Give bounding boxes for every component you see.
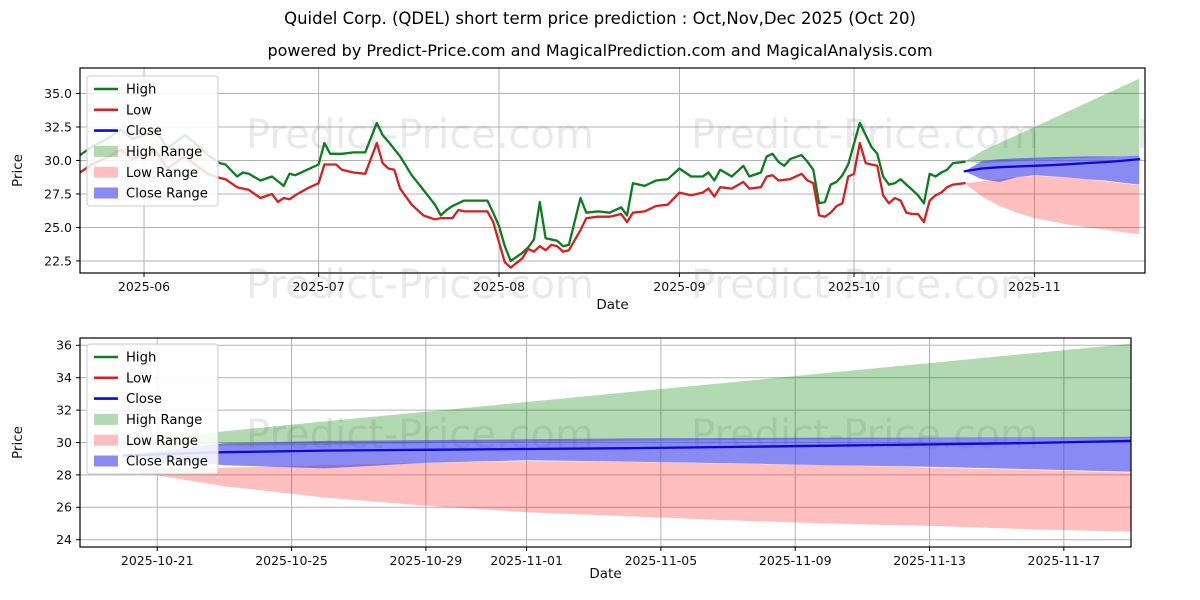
x-tick-label: 2025-11-17 bbox=[1028, 553, 1101, 568]
y-tick-label: 24 bbox=[56, 532, 72, 547]
legend-label: Close bbox=[126, 392, 162, 407]
x-tick-label: 2025-08 bbox=[473, 279, 525, 294]
legend-label: Close bbox=[126, 124, 162, 139]
band-low-range bbox=[964, 175, 1140, 235]
line-low bbox=[80, 141, 966, 269]
figure-title: Quidel Corp. (QDEL) short term price pre… bbox=[284, 9, 916, 28]
band-high-range bbox=[964, 78, 1140, 164]
legend-item-close-range: Close Range bbox=[94, 455, 208, 470]
y-tick-label: 32.5 bbox=[44, 119, 72, 134]
y-tick-label: 34 bbox=[56, 370, 72, 385]
watermark-text: Predict-Price.com bbox=[1136, 112, 1200, 158]
legend-item-high: High bbox=[94, 83, 156, 98]
x-tick-label: 2025-07 bbox=[292, 279, 344, 294]
y-tick-label: 22.5 bbox=[44, 253, 72, 268]
band-high-range bbox=[123, 343, 1131, 446]
legend-label: High Range bbox=[126, 145, 202, 160]
chart-history-and-prediction: Predict-Price.com Predict-Price.com Predic… bbox=[10, 67, 1200, 313]
legend-close-range-swatch bbox=[94, 455, 118, 467]
legend-low-range-swatch bbox=[94, 434, 118, 446]
watermark-text: Predict-Price.com bbox=[246, 112, 594, 158]
x-tick-label: 2025-10-25 bbox=[255, 553, 328, 568]
watermark-text: Predict-Price.com bbox=[691, 262, 1039, 308]
y-axis-label: Price bbox=[10, 154, 26, 187]
y-axis-label: Price bbox=[10, 426, 26, 459]
figure-subtitle: powered by Predict-Price.com and Magical… bbox=[267, 41, 933, 60]
x-tick-label: 2025-11-05 bbox=[625, 553, 698, 568]
y-tick-label: 27.5 bbox=[44, 186, 72, 201]
band-low-range bbox=[123, 461, 1131, 532]
legend-label: Low Range bbox=[126, 434, 198, 449]
legend-label: Close Range bbox=[126, 187, 208, 202]
x-tick-label: 2025-10-29 bbox=[390, 553, 463, 568]
line-high bbox=[80, 121, 966, 263]
legend-item-low-range: Low Range bbox=[94, 166, 198, 181]
legend-item-close: Close bbox=[94, 392, 162, 407]
x-tick-label: 2025-09 bbox=[653, 279, 705, 294]
legend: High Low Close High Range Low Range Close Ran… bbox=[86, 343, 219, 475]
x-tick-label: 2025-11-01 bbox=[490, 553, 563, 568]
legend-high-range-swatch bbox=[94, 413, 118, 425]
legend-low-range-swatch bbox=[94, 166, 118, 178]
legend-label: High bbox=[126, 351, 156, 366]
legend-item-high: High bbox=[94, 351, 156, 366]
legend-item-low: Low bbox=[94, 103, 152, 118]
legend-box bbox=[86, 75, 219, 207]
legend-box bbox=[86, 343, 219, 475]
legend-label: High bbox=[126, 83, 156, 98]
y-tick-label: 32 bbox=[56, 402, 72, 417]
x-tick-label: 2025-11-13 bbox=[893, 553, 966, 568]
x-tick-label: 2025-10 bbox=[828, 279, 880, 294]
x-tick-label: 2025-11 bbox=[1008, 279, 1060, 294]
y-tick-label: 28 bbox=[56, 467, 72, 482]
legend-label: Low Range bbox=[126, 166, 198, 181]
legend-label: Low bbox=[126, 103, 152, 118]
line-close bbox=[963, 157, 1141, 173]
x-tick-label: 2025-06 bbox=[118, 279, 170, 294]
legend-label: High Range bbox=[126, 413, 202, 428]
x-tick-label: 2025-10-21 bbox=[121, 553, 194, 568]
watermark-layer: Predict-Price.comPredict-Price.comPredic… bbox=[246, 112, 1200, 158]
y-tick-label: 36 bbox=[56, 338, 72, 353]
y-tick-label: 30.0 bbox=[44, 153, 72, 168]
legend-item-high-range: High Range bbox=[94, 413, 202, 428]
y-tick-label: 35.0 bbox=[44, 86, 72, 101]
legend-item-high-range: High Range bbox=[94, 145, 202, 160]
chart-prediction-zoom: Predict-Price.comPredict-Price.comPredic… bbox=[10, 337, 1200, 582]
legend-item-low-range: Low Range bbox=[94, 434, 198, 449]
x-axis-label: Date bbox=[589, 566, 621, 582]
y-tick-label: 26 bbox=[56, 500, 72, 515]
watermark-text: Predict-Price.com bbox=[1136, 412, 1200, 458]
legend: High Low Close High Range Low Range Close Ran… bbox=[86, 75, 219, 207]
watermark-text: Predict-Price.com bbox=[246, 262, 594, 308]
plot-border bbox=[79, 67, 1146, 274]
legend-high-range-swatch bbox=[94, 145, 118, 157]
legend-close-range-swatch bbox=[94, 187, 118, 199]
legend-label: Low bbox=[126, 371, 152, 386]
legend-label: Close Range bbox=[126, 455, 208, 470]
legend-item-close: Close bbox=[94, 124, 162, 139]
x-tick-label: 2025-11-09 bbox=[759, 553, 832, 568]
y-tick-label: 25.0 bbox=[44, 220, 72, 235]
x-axis-label: Date bbox=[596, 297, 628, 313]
line-close bbox=[122, 439, 1131, 457]
legend-item-close-range: Close Range bbox=[94, 187, 208, 202]
legend-item-low: Low bbox=[94, 371, 152, 386]
y-tick-label: 30 bbox=[56, 435, 72, 450]
